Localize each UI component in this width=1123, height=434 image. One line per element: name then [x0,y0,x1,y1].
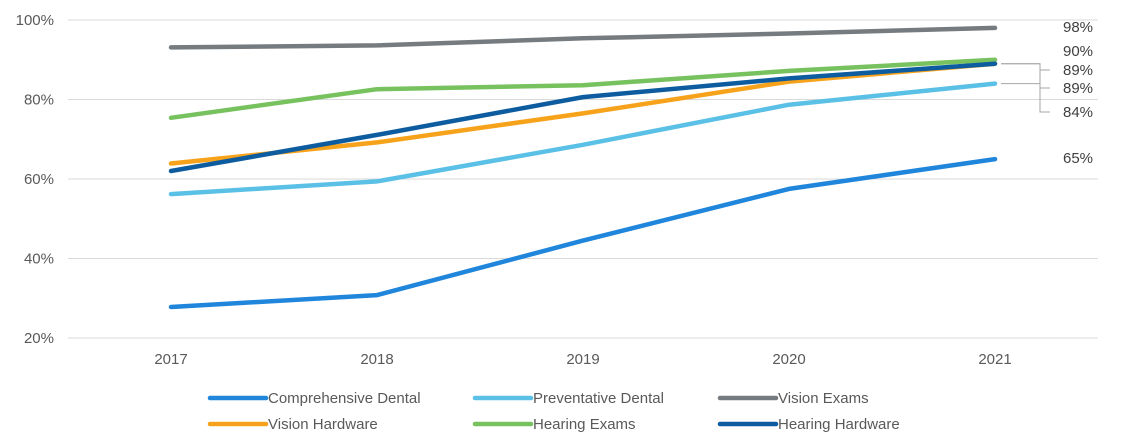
end-label-vision-hardware: 89% [1063,62,1093,79]
end-label-leader [1001,83,1050,113]
series-line-hearing-exams [168,57,998,121]
legend-label-comprehensive-dental: Comprehensive Dental [268,390,421,407]
end-label-leader [1001,63,1050,71]
y-tick-label: 40% [24,251,54,268]
legend: Comprehensive Dental Preventative Dental V… [207,390,900,433]
end-label-comprehensive-dental: 65% [1063,150,1093,167]
series-lines [168,25,998,310]
x-axis-ticks: 2017 2018 2019 2020 2021 [154,351,1011,368]
x-tick-label: 2021 [978,351,1011,368]
x-tick-label: 2017 [154,351,187,368]
series-line-vision-exams [168,25,998,50]
series-line-preventative-dental [168,81,998,197]
y-tick-label: 100% [16,12,54,29]
legend-label-vision-hardware: Vision Hardware [268,416,378,433]
series-line-hearing-hardware [168,61,998,174]
end-labels: 65% 84% 98% 89% 90% 89% [1001,19,1093,167]
series-line-comprehensive-dental [168,156,998,310]
end-label-hearing-exams: 90% [1063,43,1093,60]
end-label-vision-exams: 98% [1063,19,1093,36]
x-tick-label: 2019 [566,351,599,368]
end-label-hearing-hardware: 89% [1063,80,1093,97]
y-tick-label: 80% [24,92,54,109]
y-axis-ticks: 20% 40% 60% 80% 100% [16,12,54,347]
x-tick-label: 2018 [360,351,393,368]
x-tick-label: 2020 [772,351,805,368]
end-label-leader [1001,63,1050,89]
gridlines [68,19,1098,339]
legend-label-preventative-dental: Preventative Dental [533,390,664,407]
end-label-preventative-dental: 84% [1063,104,1093,121]
y-tick-label: 60% [24,171,54,188]
legend-label-vision-exams: Vision Exams [778,390,869,407]
legend-label-hearing-exams: Hearing Exams [533,416,636,433]
legend-label-hearing-hardware: Hearing Hardware [778,416,900,433]
y-tick-label: 20% [24,330,54,347]
